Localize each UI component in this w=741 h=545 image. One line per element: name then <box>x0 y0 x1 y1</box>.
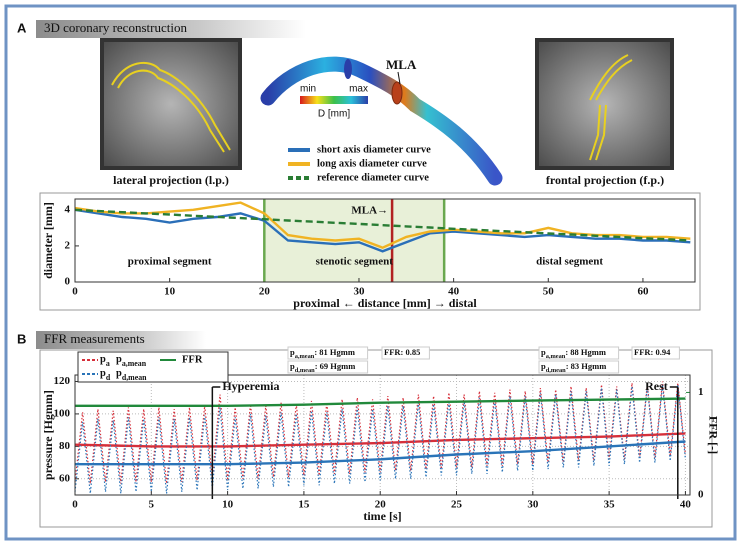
panel-title: 3D coronary reconstruction <box>44 20 187 35</box>
panel-header <box>36 20 306 38</box>
y-tick-label: 4 <box>65 203 71 215</box>
y-tick-label: 120 <box>54 375 71 387</box>
y2-tick-label: 0 <box>698 489 704 501</box>
x-tick-label: 50 <box>543 286 555 298</box>
annotation-box <box>538 360 620 374</box>
y-axis-label: pressure [Hgmm] <box>41 390 55 480</box>
plot-area <box>75 375 690 495</box>
series-line <box>75 440 686 466</box>
x-tick-label: 35 <box>604 499 616 511</box>
x-axis-label: time [s] <box>363 509 401 523</box>
series-line <box>74 384 686 494</box>
model-annotation: MLA <box>386 57 417 72</box>
panel-label: A <box>17 20 27 35</box>
panel-title: FFR measurements <box>44 331 145 346</box>
x-tick-label: 5 <box>149 499 155 511</box>
image-caption: frontal projection (f.p.) <box>546 173 664 187</box>
x-tick-label: 20 <box>375 499 387 511</box>
vessel-outline <box>595 59 633 161</box>
colorbar-min: min <box>300 84 316 95</box>
x-tick-label: 0 <box>72 286 78 298</box>
y-tick-label: 80 <box>59 440 71 452</box>
legend-label: pa <box>100 354 110 368</box>
series-line <box>74 208 691 242</box>
panel-header <box>36 331 206 349</box>
angiogram-image <box>100 38 242 170</box>
legend-label: long axis diameter curve <box>317 158 427 169</box>
legend-label: pd,mean <box>116 368 147 382</box>
vessel-ring <box>344 59 352 79</box>
annotation-text: pd,mean: 69 Hgmm <box>290 361 355 374</box>
y-tick-label: 100 <box>54 407 71 419</box>
legend-label: FFR <box>182 354 203 365</box>
y-tick-label: 60 <box>59 472 71 484</box>
segment-label: stenotic segment <box>316 256 394 268</box>
annotation: pa,mean: 88 Hgmm <box>538 346 620 360</box>
x-tick-label: 0 <box>72 499 78 511</box>
annotation-box <box>538 346 620 360</box>
annotation: pa,mean: 81 Hgmm <box>287 346 369 360</box>
annotation-box <box>287 346 369 360</box>
vessel-outline <box>111 62 231 151</box>
vessel-outline <box>117 69 225 153</box>
legend-label: short axis diameter curve <box>317 144 431 155</box>
segment-label: proximal segment <box>128 256 212 268</box>
legend-label: pd <box>100 368 111 382</box>
x-tick-label: 10 <box>164 286 176 298</box>
y2-axis-label: FFR [-] <box>706 416 720 454</box>
event-label: Hyperemia <box>222 379 279 393</box>
colorbar-max: max <box>349 84 368 95</box>
x-tick-label: 30 <box>527 499 539 511</box>
annotation-box <box>287 360 369 374</box>
axes-frame <box>74 374 691 496</box>
x-tick-label: 60 <box>637 286 649 298</box>
annotation: pd,mean: 83 Hgmm <box>538 360 620 374</box>
image-caption: lateral projection (l.p.) <box>113 173 229 187</box>
annotation-box <box>631 346 680 360</box>
mla-ring <box>391 81 403 105</box>
axes-frame <box>74 198 696 283</box>
x-tick-label: 10 <box>222 499 234 511</box>
y2-tick-label: 1 <box>698 386 704 398</box>
event-label: Rest <box>645 379 668 393</box>
series-line <box>74 208 691 253</box>
x-tick-label: 40 <box>680 499 692 511</box>
annotation-text: pd,mean: 83 Hgmm <box>541 361 606 374</box>
chart-frame <box>39 349 713 528</box>
x-tick-label: 40 <box>448 286 460 298</box>
annotation-text: pa,mean: 81 Hgmm <box>290 347 355 360</box>
legend-box <box>77 351 229 383</box>
series-line <box>75 397 686 407</box>
colorbar-label: D [mm] <box>318 109 350 120</box>
mla-label: MLA→ <box>351 205 388 217</box>
annotation-text: pa,mean: 88 Hgmm <box>541 347 606 360</box>
colorbar <box>300 96 368 104</box>
segment-label: distal segment <box>536 256 603 268</box>
annotation: FFR: 0.94 <box>631 346 680 360</box>
y-axis-label: diameter [mm] <box>41 202 55 279</box>
x-tick-label: 30 <box>353 286 365 298</box>
annotation-text: FFR: 0.85 <box>384 347 420 357</box>
series-line <box>74 381 686 484</box>
x-tick-label: 15 <box>298 499 310 511</box>
vessel-model <box>260 56 503 186</box>
annotation: pd,mean: 69 Hgmm <box>287 360 369 374</box>
x-axis-label: proximal ← distance [mm] → distal <box>293 296 477 310</box>
angiogram-image <box>535 38 674 170</box>
panel-label: B <box>17 331 26 346</box>
y-tick-label: 0 <box>65 276 71 288</box>
annotation-arrow <box>397 71 401 85</box>
legend-label: reference diameter curve <box>317 172 429 183</box>
x-tick-label: 25 <box>451 499 463 511</box>
annotation: FFR: 0.85 <box>381 346 430 360</box>
annotation-text: FFR: 0.94 <box>634 347 671 357</box>
x-tick-label: 20 <box>259 286 271 298</box>
y-tick-label: 2 <box>65 239 71 251</box>
legend-label: pa,mean <box>116 354 147 368</box>
vessel-outline <box>589 54 629 161</box>
series-line <box>74 201 691 249</box>
annotation-box <box>381 346 430 360</box>
